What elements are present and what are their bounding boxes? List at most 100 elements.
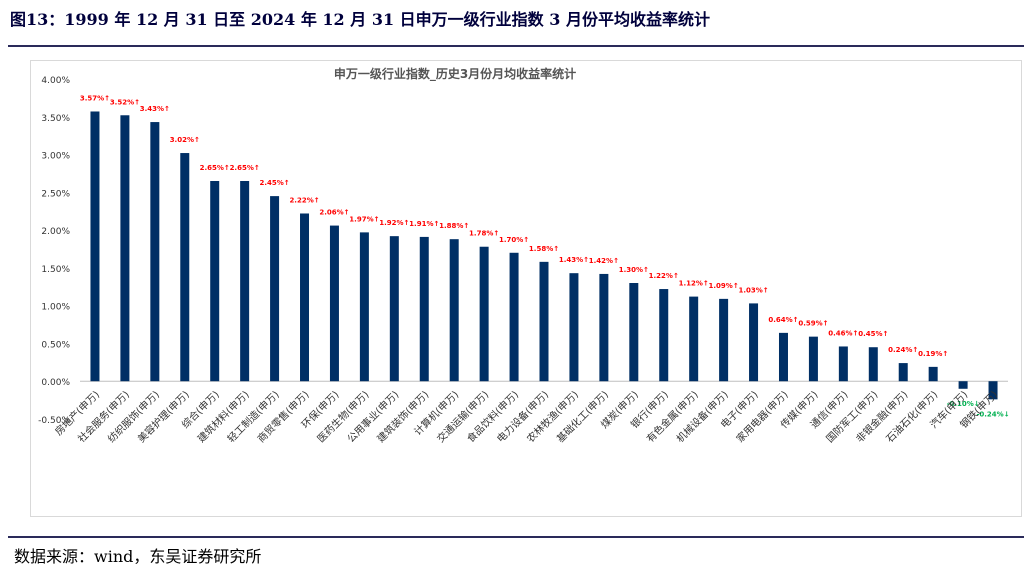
data-label: 2.65%↑: [200, 164, 230, 172]
bar: [629, 283, 639, 382]
x-tick-label: 商贸零售(申万): [254, 388, 311, 445]
data-label: 1.78%↑: [469, 230, 499, 238]
x-tick-label: 纺织服饰(申万): [105, 388, 162, 445]
data-label: 3.02%↑: [170, 136, 200, 144]
x-tick-label: 建筑装饰(申万): [374, 388, 431, 445]
data-label: 1.30%↑: [619, 266, 649, 274]
x-tick-label: 有色金属(申万): [644, 388, 701, 445]
data-label: 1.22%↑: [649, 272, 679, 280]
chart-title: 申万一级行业指数_历史3月份月均收益率统计: [334, 66, 576, 82]
y-tick-label: 4.00%: [41, 76, 70, 86]
data-label: 0.19%↑: [918, 350, 948, 358]
data-label: 1.42%↑: [589, 257, 619, 265]
y-tick-label: 0.50%: [41, 340, 70, 350]
data-label: 3.57%↑: [80, 94, 110, 102]
y-tick-label: 3.00%: [41, 152, 70, 162]
bar: [838, 346, 848, 382]
data-label: -0.24%↓: [977, 410, 1010, 418]
x-tick-label: 机械设备(申万): [674, 388, 731, 445]
bar: [778, 332, 788, 382]
y-tick-label: 2.00%: [41, 227, 70, 237]
bar: [599, 273, 609, 382]
x-tick-label: 公用事业(申万): [344, 388, 401, 445]
bar: [329, 225, 339, 382]
bar: [240, 181, 250, 382]
figure-title: 图13：1999 年 12 月 31 日至 2024 年 12 月 31 日申万…: [10, 10, 710, 29]
data-label: 1.58%↑: [529, 245, 559, 253]
data-label: -0.10%↓: [947, 400, 980, 408]
data-label: 2.45%↑: [260, 179, 290, 187]
data-label: 1.03%↑: [738, 286, 768, 294]
bar: [150, 122, 160, 382]
data-label: 0.46%↑: [828, 329, 858, 337]
data-labels-group: 3.57%↑ 3.52%↑3.43%↑3.02%↑2.65%↑ 2.65%↑2.45…: [80, 94, 1010, 418]
bar: [359, 232, 369, 382]
x-tick-label: 交通运输(申万): [434, 388, 491, 445]
data-label: 1.97%↑: [349, 215, 379, 223]
y-tick-label: 1.00%: [41, 303, 70, 313]
bar: [419, 236, 429, 382]
data-label: 1.92%↑: [379, 219, 409, 227]
data-label: 3.52%↑: [110, 98, 140, 106]
source-note: 数据来源：wind，东吴证券研究所: [14, 547, 262, 566]
data-label: 0.45%↑: [858, 330, 888, 338]
x-tick-label: 国防军工(申万): [823, 388, 880, 445]
y-tick-label: -0.50%: [38, 416, 70, 426]
bar: [210, 181, 220, 382]
y-axis: -0.50% 0.00% 0.50% 1.00% 1.50% 2.00% 2.50% 3.00…: [38, 76, 1008, 426]
data-label: 1.43%↑: [559, 256, 589, 264]
x-tick-label: 社会服务(申万): [75, 388, 132, 445]
bar: [300, 213, 310, 382]
bar: [659, 289, 669, 382]
x-tick-label: 医药生物(申万): [314, 388, 371, 445]
data-label: 2.06%↑: [319, 209, 349, 217]
x-tick-label: 建筑材料(申万): [195, 388, 252, 445]
data-label: 0.59%↑: [798, 320, 828, 328]
bar: [509, 252, 519, 382]
x-tick-label: 食品饮料(申万): [464, 388, 521, 445]
data-label: 1.12%↑: [679, 280, 709, 288]
bar: [569, 273, 579, 382]
data-label: 2.65%↑: [230, 164, 260, 172]
bar: [689, 296, 699, 382]
bar: [270, 196, 280, 382]
top-rule: [8, 45, 1024, 47]
bar: [479, 246, 489, 382]
x-tick-label: 家用电器(申万): [733, 388, 790, 445]
bar: [988, 381, 998, 400]
x-tick-label: 轻工制造(申万): [225, 388, 282, 445]
data-label: 3.43%↑: [140, 105, 170, 113]
y-tick-label: 2.50%: [41, 189, 70, 199]
x-tick-label: 美容护理(申万): [135, 388, 192, 445]
data-label: 1.70%↑: [499, 236, 529, 244]
y-tick-label: 3.50%: [41, 114, 70, 124]
data-label: 0.64%↑: [768, 316, 798, 324]
bottom-rule: [8, 536, 1024, 538]
data-label: 1.91%↑: [409, 220, 439, 228]
bar: [389, 236, 399, 382]
bar: [898, 363, 908, 382]
bar: [808, 336, 818, 382]
chart-frame: [30, 60, 1022, 517]
x-tick-label: 农林牧渔(申万): [524, 388, 581, 445]
data-label: 1.09%↑: [709, 282, 739, 290]
bar: [539, 261, 549, 382]
y-tick-label: 0.00%: [41, 378, 70, 388]
bar: [928, 366, 938, 382]
data-label: 0.24%↑: [888, 346, 918, 354]
bar: [180, 153, 190, 382]
data-label: 2.22%↑: [289, 196, 319, 204]
data-label: 1.88%↑: [439, 222, 469, 230]
bar: [868, 347, 878, 382]
x-tick-label: 石油石化(申万): [883, 388, 940, 445]
bars-group: [90, 111, 998, 400]
bar: [449, 239, 459, 382]
x-tick-label: 基础化工(申万): [554, 388, 611, 445]
x-tick-label: 非银金融(申万): [853, 388, 910, 445]
x-tick-label: 电力设备(申万): [494, 388, 551, 445]
y-tick-label: 1.50%: [41, 265, 70, 275]
bar: [120, 115, 130, 382]
bar: [749, 303, 759, 382]
bar: [958, 381, 968, 389]
